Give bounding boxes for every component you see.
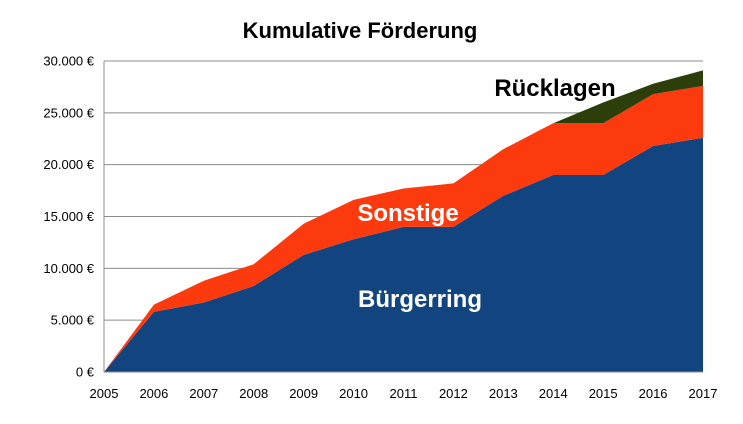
- axis-layer: 0 € 5.000 € 10.000 € 15.000 € 20.000 € 25.000…: [43, 54, 717, 402]
- y-tick-label: 15.000 €: [43, 209, 94, 224]
- x-tick-label: 2010: [339, 386, 368, 401]
- series-label-b-rgerring: Bürgerring: [358, 286, 482, 313]
- x-tick-label: 2016: [639, 386, 668, 401]
- series-label-r-cklagen: Rücklagen: [494, 75, 615, 102]
- x-tick-label: 2012: [439, 386, 468, 401]
- area-sonstige: [104, 85, 703, 372]
- x-tick-label: 2007: [189, 386, 218, 401]
- x-tick-label: 2006: [139, 386, 168, 401]
- x-tick-label: 2013: [489, 386, 518, 401]
- x-tick-label: 2015: [589, 386, 618, 401]
- x-tick-label: 2011: [390, 386, 418, 401]
- y-tick-label: 25.000 €: [43, 105, 94, 120]
- area-layer: [104, 70, 703, 372]
- x-tick-label: 2017: [689, 386, 718, 401]
- series-label-sonstige: Sonstige: [357, 200, 458, 227]
- y-tick-label: 30.000 €: [43, 54, 94, 69]
- x-tick-label: 2008: [239, 386, 268, 401]
- area-b-rgerring: [104, 137, 703, 372]
- series-label-layer: Bürgerring Sonstige Rücklagen: [357, 75, 615, 313]
- y-tick-label: 0 €: [76, 365, 95, 380]
- x-tick-label: 2005: [90, 386, 119, 401]
- x-tick-label: 2009: [289, 386, 318, 401]
- y-tick-label: 10.000 €: [43, 261, 94, 276]
- x-tick-label: 2014: [539, 386, 568, 401]
- chart-title: Kumulative Förderung: [243, 18, 478, 43]
- y-tick-label: 5.000 €: [51, 313, 95, 328]
- y-tick-label: 20.000 €: [43, 157, 94, 172]
